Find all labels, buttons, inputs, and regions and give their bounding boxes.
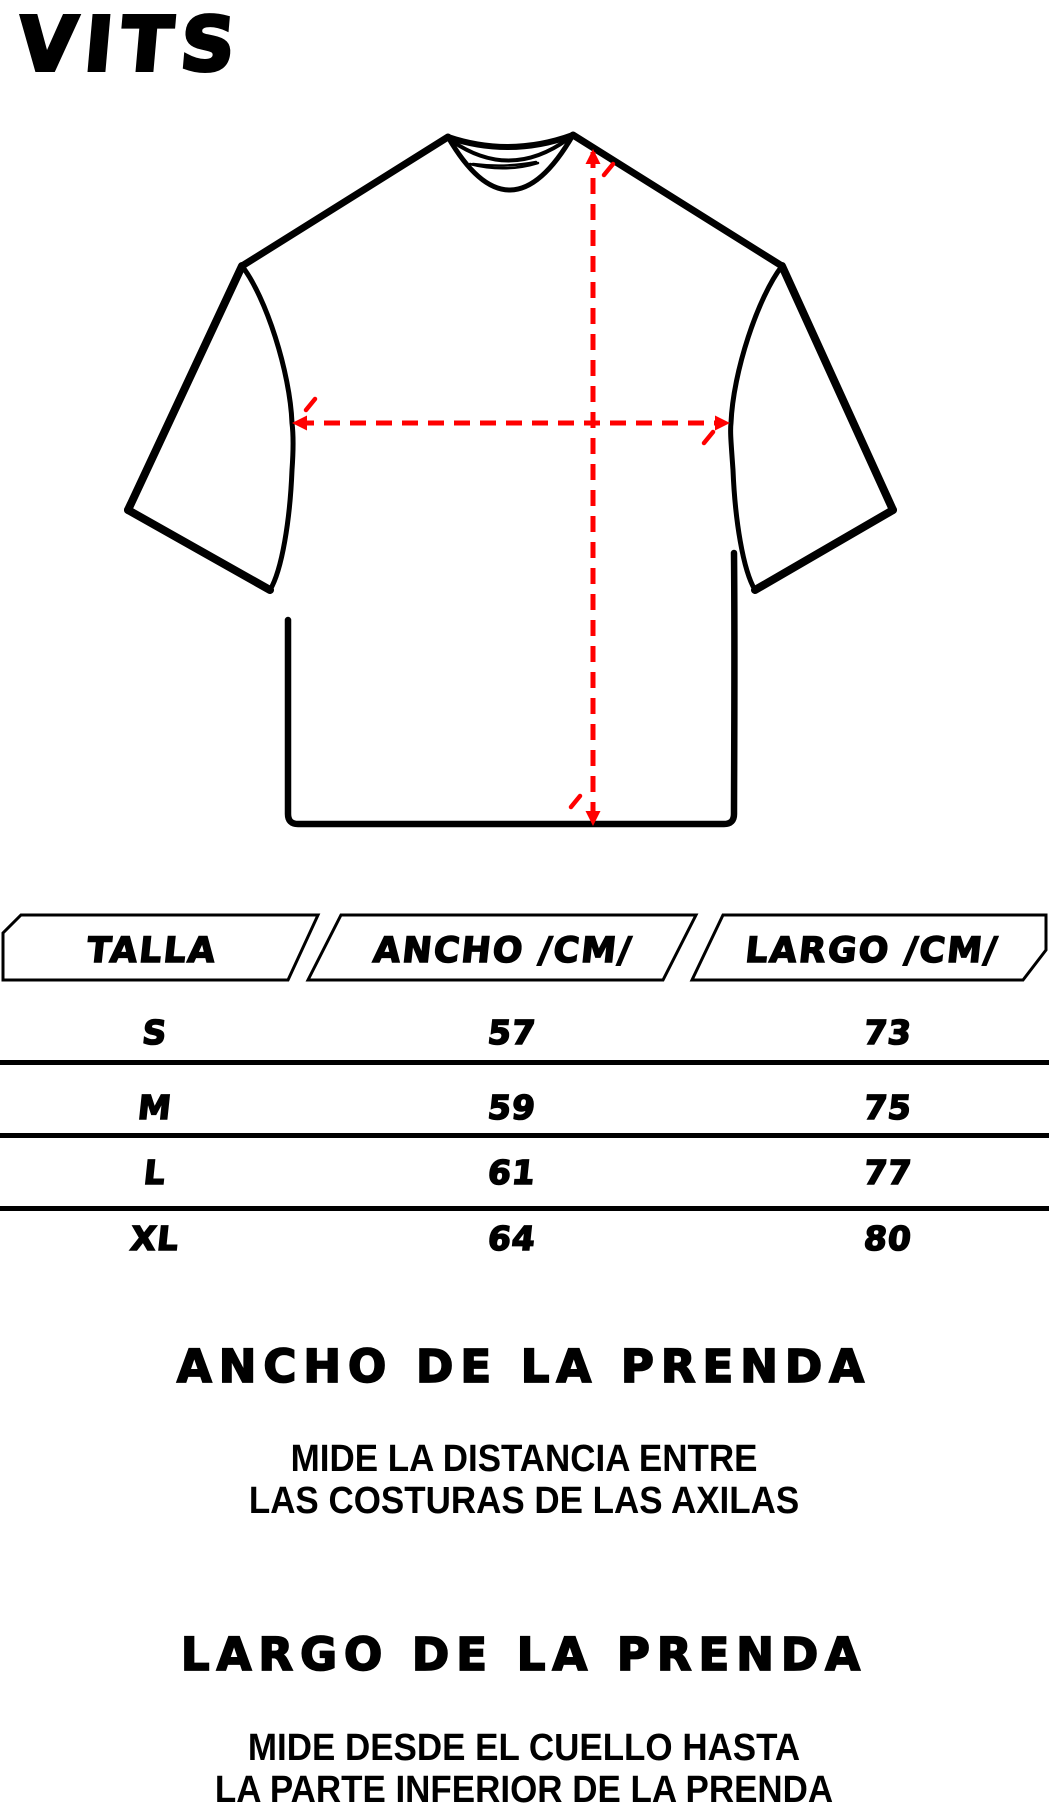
- section-ancho-line-2: LAS COSTURAS DE LAS AXILAS: [248, 1480, 800, 1522]
- measurement-lines: [292, 149, 730, 826]
- collar-band-seam: [445, 132, 576, 193]
- header-box-ancho: [305, 913, 699, 982]
- size-table-header-boxes: [1, 913, 1048, 982]
- tshirt-diagram: [124, 131, 897, 828]
- largo-cell: 77: [861, 1152, 915, 1193]
- width-arrow-left: [292, 415, 307, 431]
- left-sleeve-cuff: [124, 506, 274, 594]
- length-tick-bottom: [568, 793, 583, 810]
- header-box-talla: [1, 913, 321, 982]
- collar-opening: [450, 137, 570, 163]
- largo-cell: 73: [861, 1012, 915, 1053]
- width-tick-right: [701, 429, 716, 446]
- section-largo-line-1: MIDE DESDE EL CUELLO HASTA: [247, 1727, 801, 1769]
- left-shoulder-seam: [238, 133, 452, 270]
- size-cell: S: [140, 1012, 170, 1053]
- largo-cell: 75: [861, 1087, 915, 1128]
- section-title-largo: LARGO DE LA PRENDA: [180, 1628, 868, 1681]
- length-tick-top: [601, 161, 616, 178]
- length-arrow-top: [585, 149, 601, 164]
- table-row-divider: [0, 1206, 1049, 1211]
- ancho-cell: 57: [485, 1012, 539, 1053]
- collar-back-seam-lower: [471, 160, 538, 167]
- ancho-cell: 64: [485, 1218, 539, 1259]
- right-sleeve-cuff: [751, 506, 897, 594]
- column-header-largo: LARGO /CM/: [743, 930, 1002, 972]
- right-armhole-seam: [728, 263, 785, 593]
- ancho-cell: 61: [485, 1152, 539, 1193]
- right-sleeve-outer-edge: [778, 262, 897, 514]
- collar-top-rim: [445, 132, 576, 150]
- length-arrow-bottom: [585, 811, 601, 826]
- section-title-ancho: ANCHO DE LA PRENDA: [176, 1340, 872, 1393]
- body-sides-and-hem: [284, 549, 738, 828]
- size-cell: L: [141, 1152, 169, 1193]
- width-tick-left: [303, 396, 318, 413]
- left-sleeve-outer-edge: [124, 262, 246, 514]
- size-cell: M: [135, 1087, 175, 1128]
- ancho-cell: 59: [485, 1087, 539, 1128]
- table-row-divider: [0, 1060, 1049, 1065]
- left-armhole-seam: [239, 263, 296, 593]
- table-row-divider: [0, 1133, 1049, 1138]
- largo-cell: 80: [861, 1218, 915, 1259]
- section-ancho-line-1: MIDE LA DISTANCIA ENTRE: [290, 1438, 758, 1480]
- size-cell: XL: [128, 1218, 182, 1259]
- section-largo-line-2: LA PARTE INFERIOR DE LA PRENDA: [214, 1769, 834, 1805]
- column-header-talla: TALLA: [84, 930, 220, 972]
- tshirt-outline: [124, 131, 897, 828]
- right-shoulder-seam: [569, 131, 786, 270]
- width-arrow-right: [715, 415, 730, 431]
- column-header-ancho: ANCHO /CM/: [371, 930, 636, 972]
- header-box-largo: [689, 913, 1048, 982]
